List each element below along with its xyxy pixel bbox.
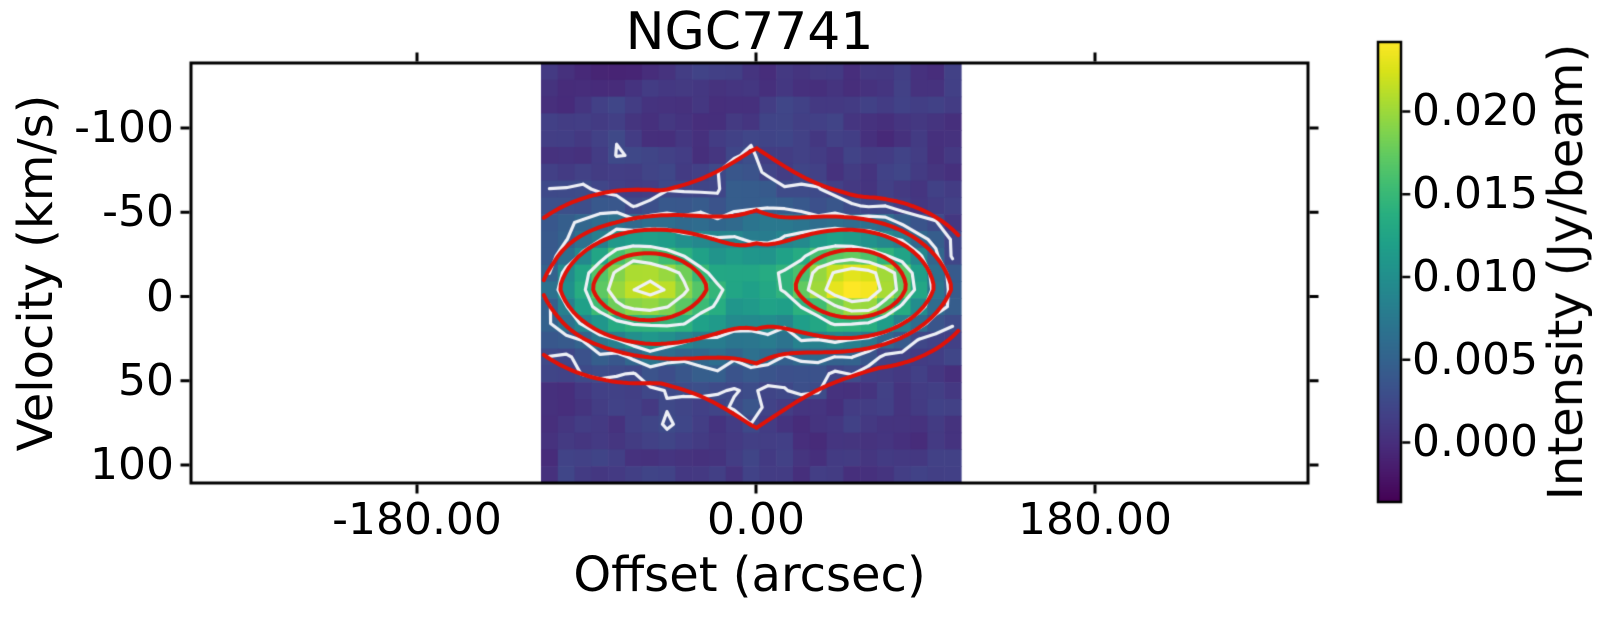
- y-tick-label: -100: [74, 102, 174, 153]
- y-tick-label: 50: [118, 354, 174, 406]
- y-tick-label: 100: [90, 438, 174, 490]
- y-tick-label: -50: [102, 186, 174, 238]
- x-axis-label: Offset (arcsec): [573, 547, 926, 603]
- colorbar-tick-label: 0.020: [1412, 85, 1538, 137]
- colorbar-tick-label: 0.000: [1412, 416, 1538, 468]
- colorbar-tick-label: 0.015: [1412, 168, 1538, 220]
- plot-title: NGC7741: [625, 2, 874, 62]
- colorbar-tick-label: 0.010: [1412, 250, 1538, 302]
- y-tick-label: 0: [146, 270, 174, 322]
- colorbar-tick-label: 0.005: [1412, 333, 1538, 385]
- x-tick-label: 0.00: [707, 494, 805, 545]
- x-tick-label: -180.00: [332, 494, 502, 545]
- x-tick-label: 180.00: [1018, 494, 1172, 545]
